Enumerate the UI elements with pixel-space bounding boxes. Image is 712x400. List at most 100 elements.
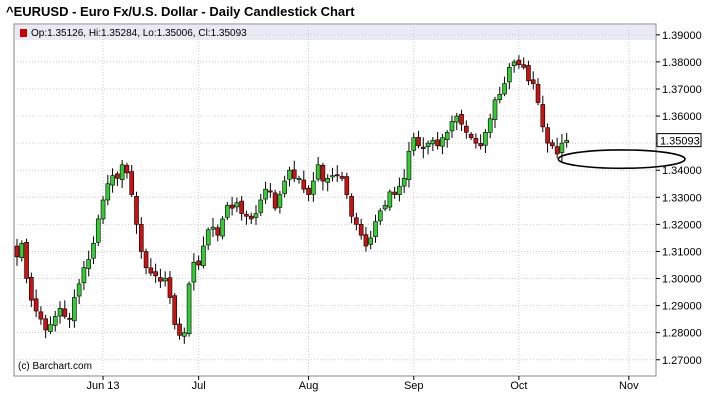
candle bbox=[263, 181, 268, 204]
candle bbox=[507, 63, 512, 90]
candle-body bbox=[268, 190, 273, 193]
legend-band bbox=[15, 25, 655, 40]
candle bbox=[478, 134, 483, 150]
candle-body bbox=[172, 295, 178, 325]
candle bbox=[511, 59, 517, 73]
y-tick-label: 1.33000 bbox=[662, 192, 702, 204]
candle bbox=[167, 271, 173, 304]
candle-body bbox=[244, 213, 249, 217]
candle-body bbox=[349, 196, 354, 217]
candle bbox=[19, 240, 25, 262]
candle-body bbox=[115, 173, 120, 179]
candle-body bbox=[550, 142, 555, 147]
candle-body bbox=[81, 267, 87, 284]
candle-body bbox=[110, 175, 115, 186]
candle bbox=[100, 196, 106, 224]
candle bbox=[201, 236, 206, 269]
candle bbox=[349, 193, 354, 224]
candle bbox=[182, 327, 187, 344]
candle bbox=[91, 236, 96, 265]
candle-body bbox=[38, 311, 44, 320]
candle bbox=[287, 166, 292, 187]
candle bbox=[153, 263, 158, 283]
candle-body bbox=[196, 260, 201, 266]
candle bbox=[76, 278, 82, 305]
candle bbox=[248, 212, 254, 225]
candle-body bbox=[167, 277, 173, 298]
candle bbox=[401, 169, 407, 193]
candle bbox=[191, 253, 197, 291]
candle bbox=[268, 182, 273, 198]
candle-body bbox=[363, 234, 369, 247]
candle bbox=[320, 162, 326, 191]
candle-body bbox=[19, 243, 25, 258]
x-tick-label: Aug bbox=[299, 380, 319, 392]
candle-body bbox=[296, 178, 302, 180]
candle-body bbox=[62, 308, 68, 317]
y-tick-label: 1.30000 bbox=[662, 274, 702, 286]
y-tick-label: 1.27000 bbox=[662, 355, 702, 367]
candle-body bbox=[162, 278, 168, 282]
candle bbox=[110, 168, 115, 193]
legend-label: Op:1.35126, Hi:1.35284, Lo:1.35006, Cl:1… bbox=[31, 28, 247, 39]
candle-body bbox=[158, 277, 163, 282]
candle-body bbox=[215, 227, 221, 236]
candle bbox=[138, 217, 144, 259]
candle bbox=[521, 57, 526, 70]
candle-body bbox=[344, 176, 350, 195]
candle-body bbox=[406, 150, 412, 180]
candle bbox=[215, 224, 221, 242]
candle-body bbox=[430, 140, 436, 145]
candle bbox=[420, 137, 426, 159]
candle bbox=[205, 227, 211, 251]
candle bbox=[315, 157, 321, 182]
candle-body bbox=[76, 283, 82, 297]
candle bbox=[516, 55, 522, 69]
candle bbox=[38, 306, 44, 325]
candle-body bbox=[143, 251, 149, 268]
candle-body bbox=[311, 180, 316, 195]
candle bbox=[253, 205, 259, 225]
candle bbox=[444, 130, 450, 148]
candle bbox=[377, 208, 383, 225]
candle bbox=[526, 60, 531, 86]
candle bbox=[406, 141, 412, 188]
candle bbox=[72, 289, 77, 328]
candle bbox=[487, 113, 493, 139]
candle bbox=[33, 289, 39, 318]
candle-body bbox=[148, 267, 154, 274]
candle bbox=[143, 248, 149, 275]
candle-body bbox=[392, 191, 397, 195]
candle bbox=[14, 238, 20, 266]
y-tick-label: 1.37000 bbox=[662, 84, 702, 96]
candle bbox=[540, 95, 546, 133]
candle-body bbox=[201, 245, 206, 267]
candle-body bbox=[444, 132, 450, 141]
candle-body bbox=[186, 283, 192, 334]
candle-body bbox=[301, 179, 307, 190]
candle bbox=[473, 133, 479, 149]
candle bbox=[468, 131, 474, 141]
candle bbox=[382, 200, 388, 212]
candle-body bbox=[425, 142, 431, 147]
candle-body bbox=[478, 143, 483, 147]
candle bbox=[435, 131, 440, 150]
candle bbox=[234, 197, 240, 213]
candle-body bbox=[277, 194, 283, 208]
candle-body bbox=[57, 308, 63, 317]
candle bbox=[29, 272, 34, 308]
candle bbox=[115, 171, 120, 186]
candle-body bbox=[95, 218, 101, 243]
candle-body bbox=[530, 79, 536, 84]
candle bbox=[124, 162, 130, 179]
candle-body bbox=[373, 221, 378, 237]
legend-swatch bbox=[20, 29, 27, 37]
candle-body bbox=[287, 169, 292, 180]
candle-body bbox=[334, 174, 340, 177]
candle bbox=[291, 160, 297, 182]
candle-body bbox=[358, 224, 364, 236]
candle bbox=[497, 86, 503, 104]
candle-body bbox=[191, 261, 197, 283]
candle bbox=[387, 189, 393, 211]
